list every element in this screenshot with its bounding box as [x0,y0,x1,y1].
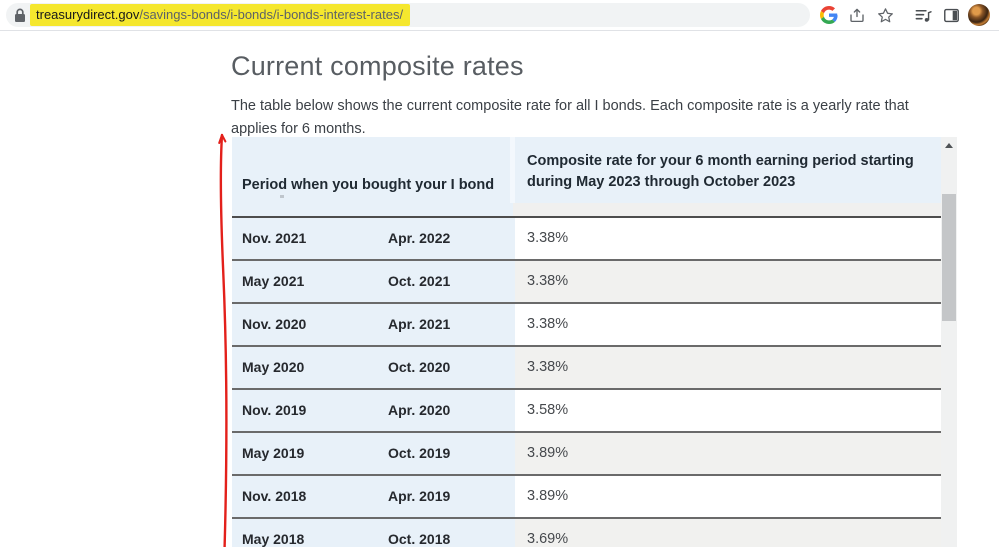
header-column-divider [510,137,515,203]
rates-table: Period when you bought your I bond Compo… [232,137,957,547]
table-row: Nov. 2019 Apr. 2020 3.58% [232,390,941,433]
partially-scrolled-row [232,203,941,216]
rate-cell: 3.38% [515,347,941,388]
rate-cell: 3.38% [515,304,941,345]
scroll-up-arrow-icon [945,143,953,148]
table-row: Nov. 2021 Apr. 2022 3.38% [232,218,941,261]
table-row: Nov. 2018 Apr. 2019 3.89% [232,476,941,519]
url-text[interactable]: treasurydirect.gov/savings-bonds/i-bonds… [30,4,411,26]
period-start-cell: May 2021 [232,261,388,302]
lock-icon[interactable] [14,8,26,23]
table-row: Nov. 2020 Apr. 2021 3.38% [232,304,941,347]
period-end-cell: Apr. 2020 [388,390,515,431]
period-start-cell: Nov. 2019 [232,390,388,431]
red-annotation-line [218,133,228,547]
header-bottom-border [232,216,941,218]
rate-cell: 3.38% [515,218,941,259]
bookmark-star-icon[interactable] [871,0,899,30]
period-end-cell: Oct. 2019 [388,433,515,474]
period-start-cell: Nov. 2021 [232,218,388,259]
url-path: /savings-bonds/i-bonds/i-bonds-interest-… [139,7,404,22]
table-row: May 2020 Oct. 2020 3.38% [232,347,941,390]
scrollbar-thumb[interactable] [942,194,956,321]
google-g-icon[interactable] [815,0,843,30]
rate-cell: 3.69% [515,519,941,547]
rate-cell: 3.89% [515,433,941,474]
url-highlight: treasurydirect.gov/savings-bonds/i-bonds… [30,4,411,26]
period-end-cell: Oct. 2021 [388,261,515,302]
url-domain: treasurydirect.gov [36,7,140,22]
period-start-cell: Nov. 2018 [232,476,388,517]
header-period-column: Period when you bought your I bond [242,177,495,193]
toolbar-actions [815,0,993,30]
period-end-cell: Apr. 2022 [388,218,515,259]
header-artifact-dot [280,195,284,198]
browser-toolbar: treasurydirect.gov/savings-bonds/i-bonds… [0,0,999,31]
scroll-up-button[interactable] [941,137,957,154]
period-end-cell: Oct. 2018 [388,519,515,547]
table-row: May 2021 Oct. 2021 3.38% [232,261,941,304]
table-body: Nov. 2021 Apr. 2022 3.38% May 2021 Oct. … [232,218,941,547]
share-icon[interactable] [843,0,871,30]
side-panel-icon[interactable] [937,0,965,30]
period-start-cell: May 2020 [232,347,388,388]
rates-table-main: Period when you bought your I bond Compo… [232,137,941,547]
period-start-cell: Nov. 2020 [232,304,388,345]
table-header-row: Period when you bought your I bond Compo… [232,137,941,203]
rate-cell: 3.58% [515,390,941,431]
page-title: Current composite rates [231,51,524,82]
header-rate-column: Composite rate for your 6 month earning … [527,153,914,190]
table-row: May 2019 Oct. 2019 3.89% [232,433,941,476]
rate-cell: 3.38% [515,261,941,302]
period-end-cell: Apr. 2019 [388,476,515,517]
profile-avatar[interactable] [965,0,993,30]
rate-cell: 3.89% [515,476,941,517]
table-row: May 2018 Oct. 2018 3.69% [232,519,941,547]
period-end-cell: Apr. 2021 [388,304,515,345]
table-scrollbar[interactable] [941,137,957,547]
period-start-cell: May 2018 [232,519,388,547]
intro-paragraph: The table below shows the current compos… [231,97,909,137]
avatar-image [968,4,990,26]
period-start-cell: May 2019 [232,433,388,474]
media-controls-icon[interactable] [909,0,937,30]
period-end-cell: Oct. 2020 [388,347,515,388]
